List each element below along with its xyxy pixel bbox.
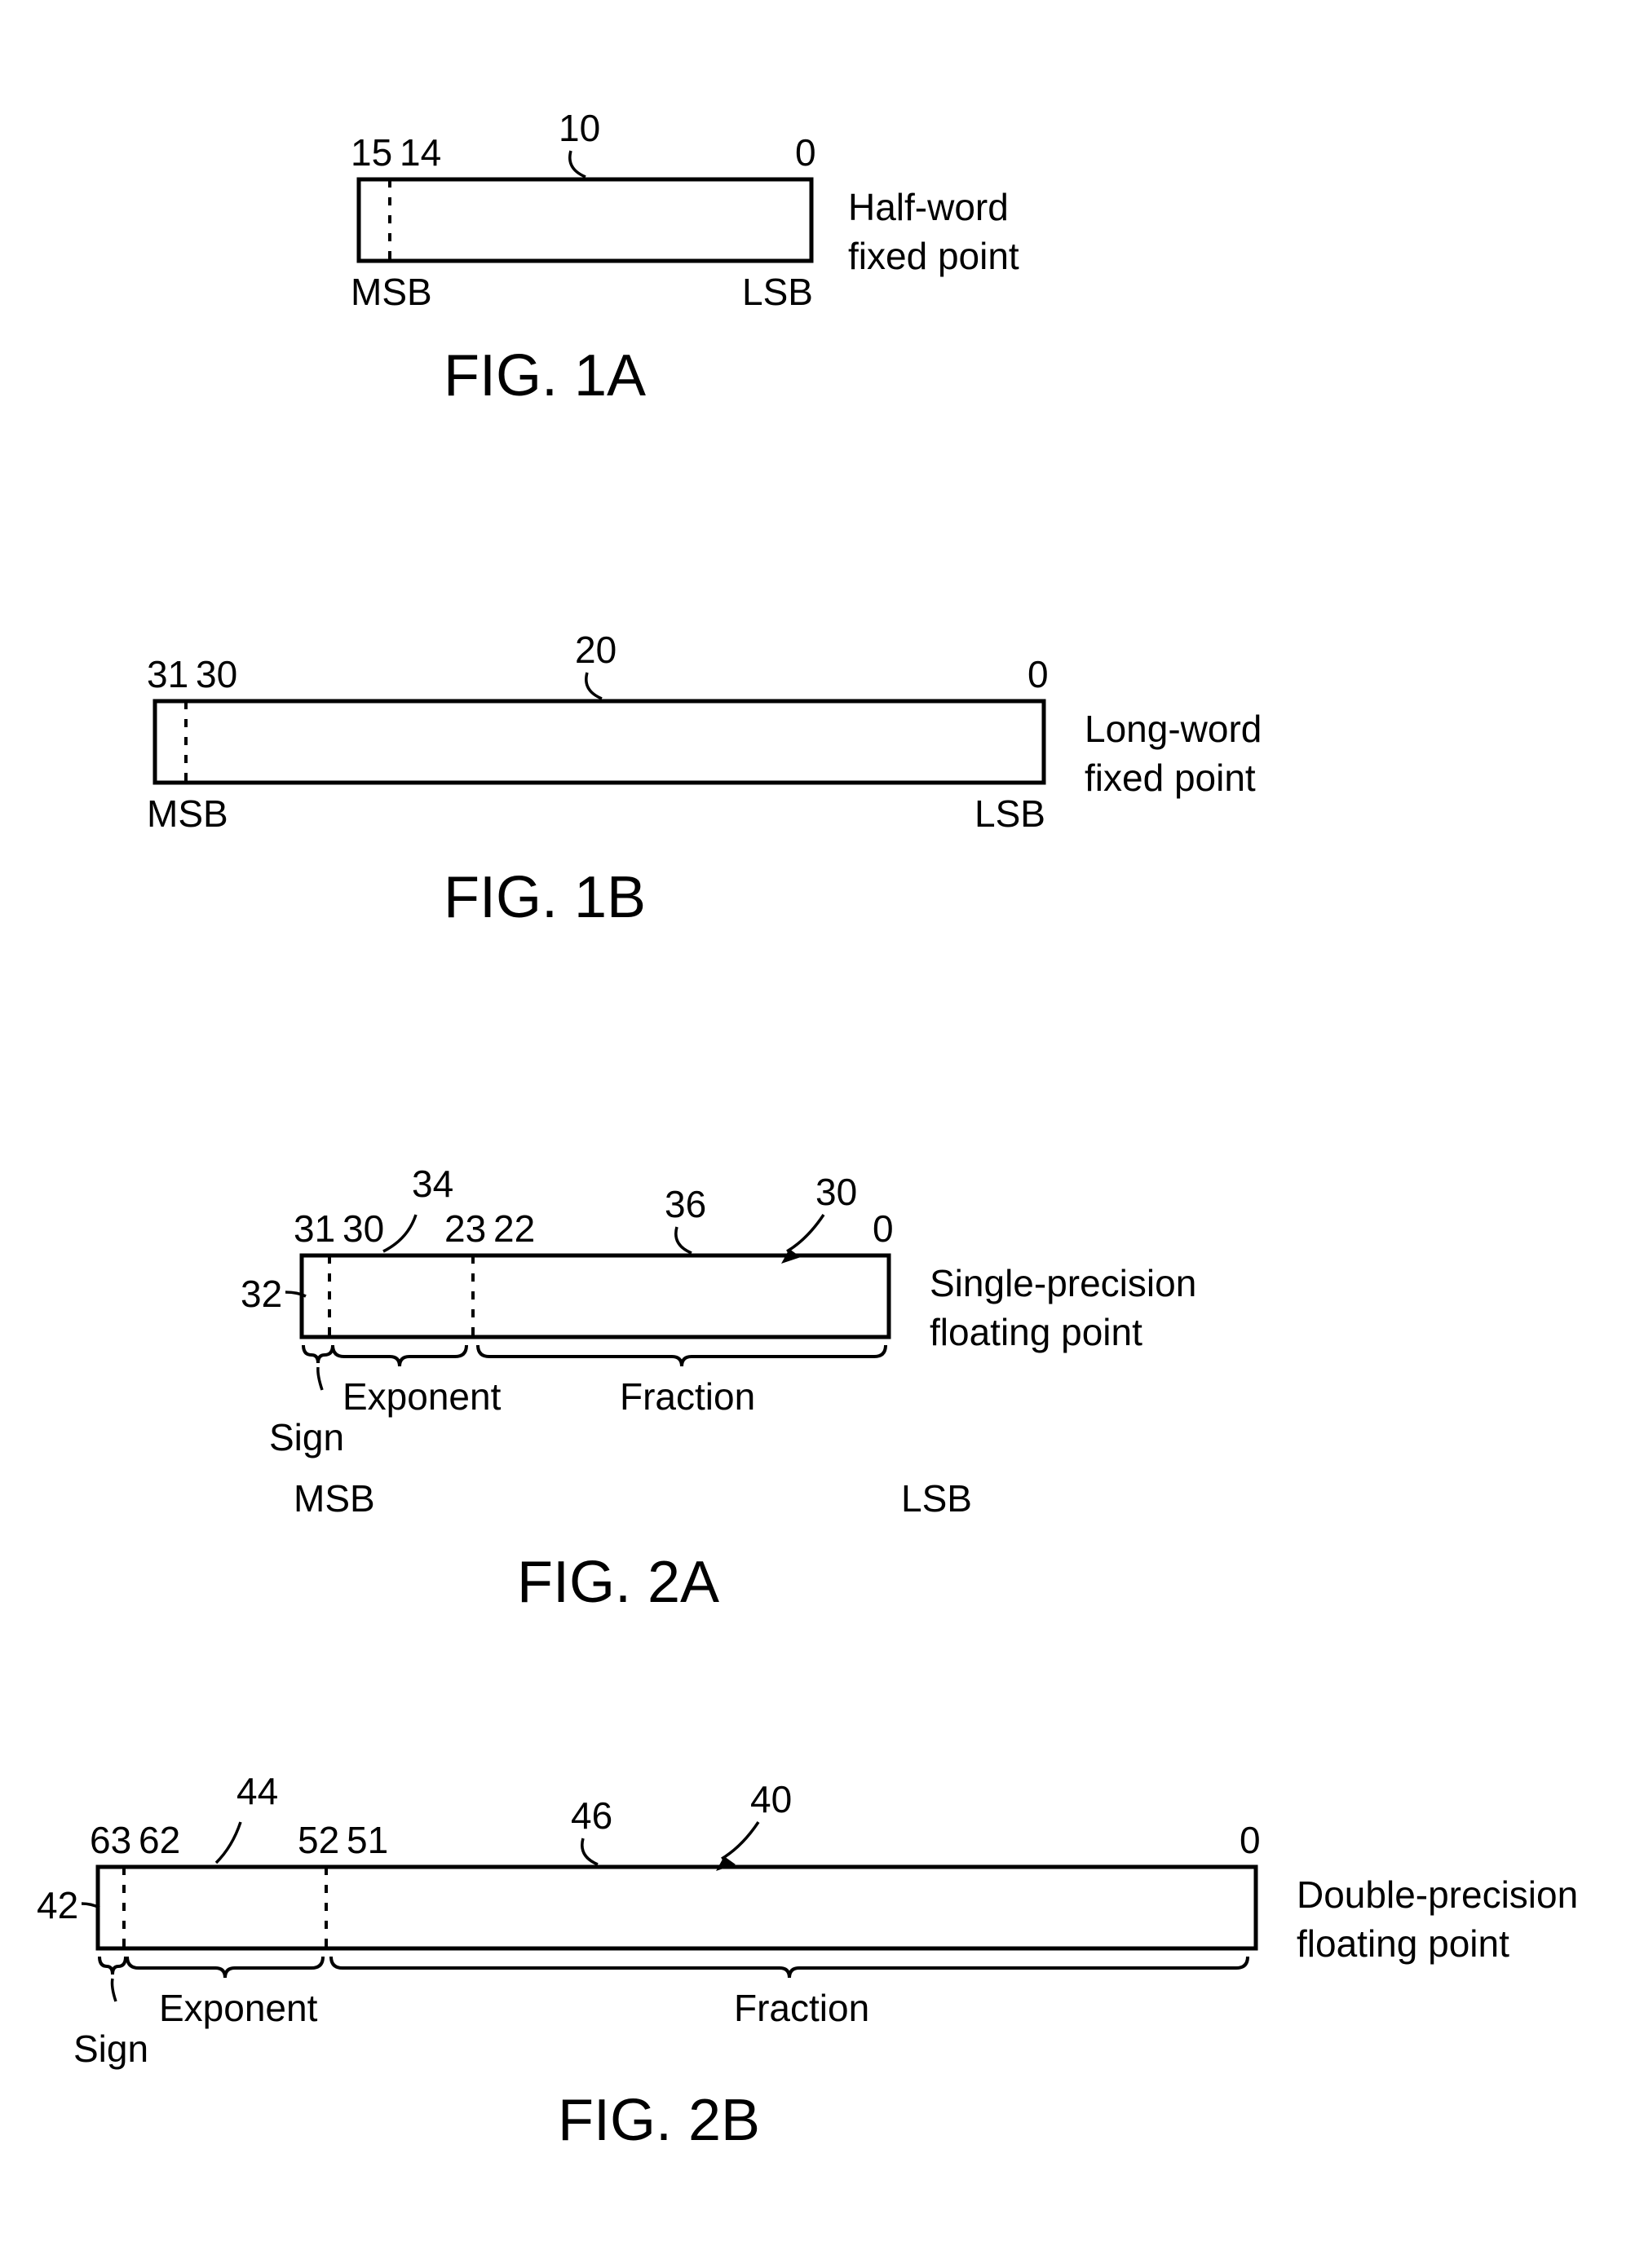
fig1b-ref-num: 20 — [575, 628, 616, 672]
fig1a-ref-num: 10 — [559, 106, 600, 150]
fig2b-ref-frac: 46 — [571, 1794, 612, 1838]
fig2a-ref-frac: 36 — [665, 1182, 706, 1226]
fig2a-caption-line2: floating point — [930, 1311, 1142, 1353]
page: 15 14 10 0 MSB LSB Half-word fixed point… — [0, 0, 1644, 2268]
figure-1a: 15 14 10 0 MSB LSB Half-word fixed point… — [0, 73, 1644, 497]
fig2b-sign-label: Sign — [73, 2026, 148, 2073]
fig2a-ref-main: 30 — [815, 1170, 857, 1214]
fig2b-ref-main: 40 — [750, 1777, 792, 1821]
fig2a-caption-line1: Single-precision — [930, 1262, 1196, 1304]
fig2a-title: FIG. 2A — [0, 1549, 1644, 1616]
fig1a-msb: MSB — [351, 269, 432, 316]
fig2a-sign-label: Sign — [269, 1414, 344, 1462]
fig1a-lsb: LSB — [742, 269, 813, 316]
fig1a-bit-second: 14 — [400, 130, 441, 174]
fig1a-caption: Half-word fixed point — [848, 183, 1019, 281]
fig1b-lsb: LSB — [974, 791, 1045, 838]
fig2a-ref-sign: 32 — [241, 1272, 282, 1316]
fig2b-bit-frac-start: 51 — [347, 1818, 388, 1862]
fig2b-caption-line2: floating point — [1297, 1922, 1509, 1965]
fig1b-msb: MSB — [147, 791, 228, 838]
fig2a-caption: Single-precision floating point — [930, 1260, 1196, 1357]
fig1a-title: FIG. 1A — [0, 342, 1644, 409]
fig2a-bit-frac-start: 22 — [493, 1207, 535, 1251]
fig2b-ref-exp: 44 — [236, 1769, 278, 1813]
figure-1b: 31 30 20 0 MSB LSB Long-word fixed point… — [0, 595, 1644, 1019]
fig2a-bit-left: 31 — [294, 1207, 335, 1251]
fig2b-bit-left: 63 — [90, 1818, 131, 1862]
fig1b-bit-right: 0 — [1028, 652, 1049, 696]
fig2b-caption-line1: Double-precision — [1297, 1873, 1578, 1916]
fig1a-bit-right: 0 — [795, 130, 816, 174]
fig1b-bit-left: 31 — [147, 652, 188, 696]
fig2a-exponent-label: Exponent — [342, 1374, 501, 1421]
fig2a-bit-right: 0 — [873, 1207, 894, 1251]
fig2b-caption: Double-precision floating point — [1297, 1871, 1578, 1969]
fig2b-ref-sign: 42 — [37, 1883, 78, 1927]
fig1a-bit-left: 15 — [351, 130, 392, 174]
fig1a-caption-line2: fixed point — [848, 235, 1019, 277]
fig2a-bit-second: 30 — [342, 1207, 384, 1251]
fig2a-lsb: LSB — [901, 1476, 972, 1523]
fig1b-title: FIG. 1B — [0, 864, 1644, 931]
fig2a-fraction-label: Fraction — [620, 1374, 755, 1421]
fig2a-bit-exp-end: 23 — [444, 1207, 486, 1251]
fig1b-bit-second: 30 — [196, 652, 237, 696]
fig1b-caption-line1: Long-word — [1085, 708, 1262, 750]
fig2a-msb: MSB — [294, 1476, 375, 1523]
fig2b-fraction-label: Fraction — [734, 1985, 869, 2032]
fig2b-bit-right: 0 — [1240, 1818, 1261, 1862]
fig1a-svg — [0, 73, 1644, 497]
fig1b-svg — [0, 595, 1644, 1019]
fig1b-caption: Long-word fixed point — [1085, 705, 1262, 803]
figure-2a: 31 30 23 22 0 34 36 30 32 Exponent Fract… — [0, 1117, 1644, 1688]
figure-2b: 63 62 52 51 0 44 46 40 42 Exponent Fract… — [0, 1728, 1644, 2250]
fig2b-bit-exp-end: 52 — [298, 1818, 339, 1862]
fig2b-exponent-label: Exponent — [159, 1985, 317, 2032]
fig1b-caption-line2: fixed point — [1085, 757, 1256, 799]
fig2b-title: FIG. 2B — [0, 2087, 1644, 2154]
fig2a-ref-exp: 34 — [412, 1162, 453, 1206]
fig1a-caption-line1: Half-word — [848, 186, 1009, 228]
fig2b-bit-second: 62 — [139, 1818, 180, 1862]
